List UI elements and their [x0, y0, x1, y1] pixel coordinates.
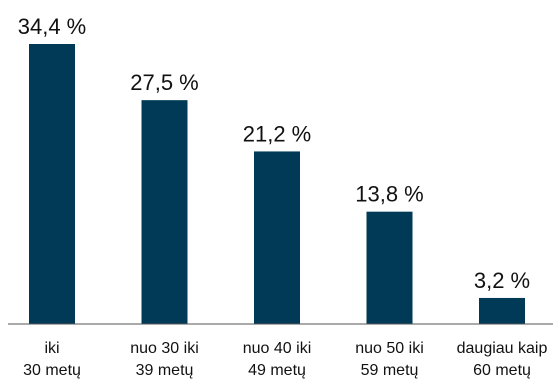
category-label-1-line-1: iki	[44, 340, 59, 357]
category-label-4-line-1: nuo 50 iki	[355, 340, 424, 357]
value-label-1: 34,4 %	[18, 14, 87, 39]
category-label-5-line-1: daugiau kaip	[457, 340, 548, 357]
category-labels-group: iki 30 metų nuo 30 iki 39 metų nuo 40 iki 49 …	[23, 340, 547, 379]
bars-group	[29, 44, 525, 325]
bar-2	[141, 100, 188, 325]
category-label-3-line-2: 49 metų	[248, 362, 306, 379]
category-label-2-line-1: nuo 30 iki	[130, 340, 199, 357]
value-label-2: 27,5 %	[130, 70, 199, 95]
bar-5	[479, 297, 525, 324]
value-label-3: 21,2 %	[243, 121, 312, 146]
value-label-5: 3,2 %	[474, 268, 530, 293]
category-label-2-line-2: 39 metų	[136, 362, 194, 379]
bar-3	[254, 151, 300, 324]
value-labels-group: 34,4 % 27,5 % 21,2 % 13,8 % 3,2 %	[18, 14, 530, 293]
bar-4	[366, 211, 413, 324]
category-label-1-line-2: 30 metų	[23, 362, 81, 379]
category-label-5-line-2: 60 metų	[473, 362, 531, 379]
category-label-4-line-2: 59 metų	[361, 362, 419, 379]
bar-1	[29, 44, 75, 324]
category-label-3-line-1: nuo 40 iki	[243, 340, 312, 357]
value-label-4: 13,8 %	[355, 182, 424, 207]
